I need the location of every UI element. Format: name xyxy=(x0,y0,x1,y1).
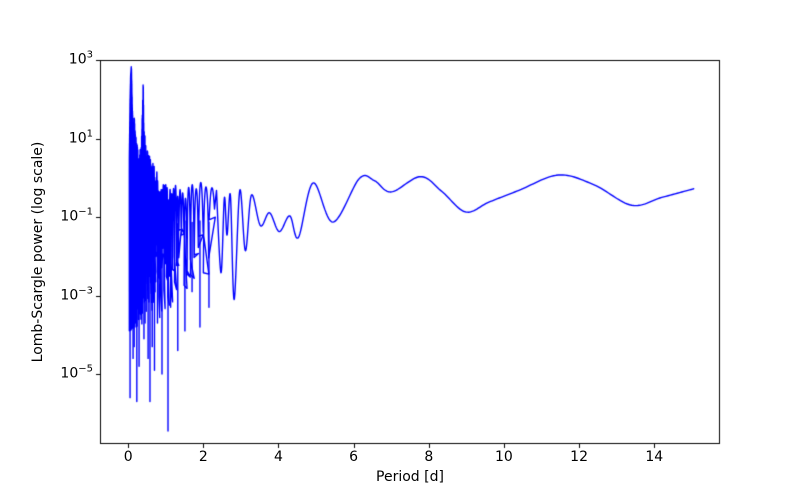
x-tick-label: 2 xyxy=(198,449,208,465)
y-axis-label: Lomb-Scargle power (log scale) xyxy=(30,141,46,363)
y-tick-label: 10−5 xyxy=(60,363,93,382)
x-tick-label: 6 xyxy=(349,449,359,465)
x-tick-label: 12 xyxy=(570,449,588,465)
x-tick-label: 8 xyxy=(424,449,434,465)
y-tick-label: 103 xyxy=(68,49,93,68)
x-tick-label: 4 xyxy=(274,449,283,465)
x-axis-label: Period [d] xyxy=(376,469,444,485)
y-tick-label: 10−1 xyxy=(60,206,93,225)
y-tick-label: 10−3 xyxy=(60,285,93,303)
y-tick-label: 101 xyxy=(68,128,93,146)
x-tick-label: 14 xyxy=(645,449,664,465)
x-tick-label: 10 xyxy=(495,449,513,465)
x-tick-label: 0 xyxy=(123,449,133,465)
